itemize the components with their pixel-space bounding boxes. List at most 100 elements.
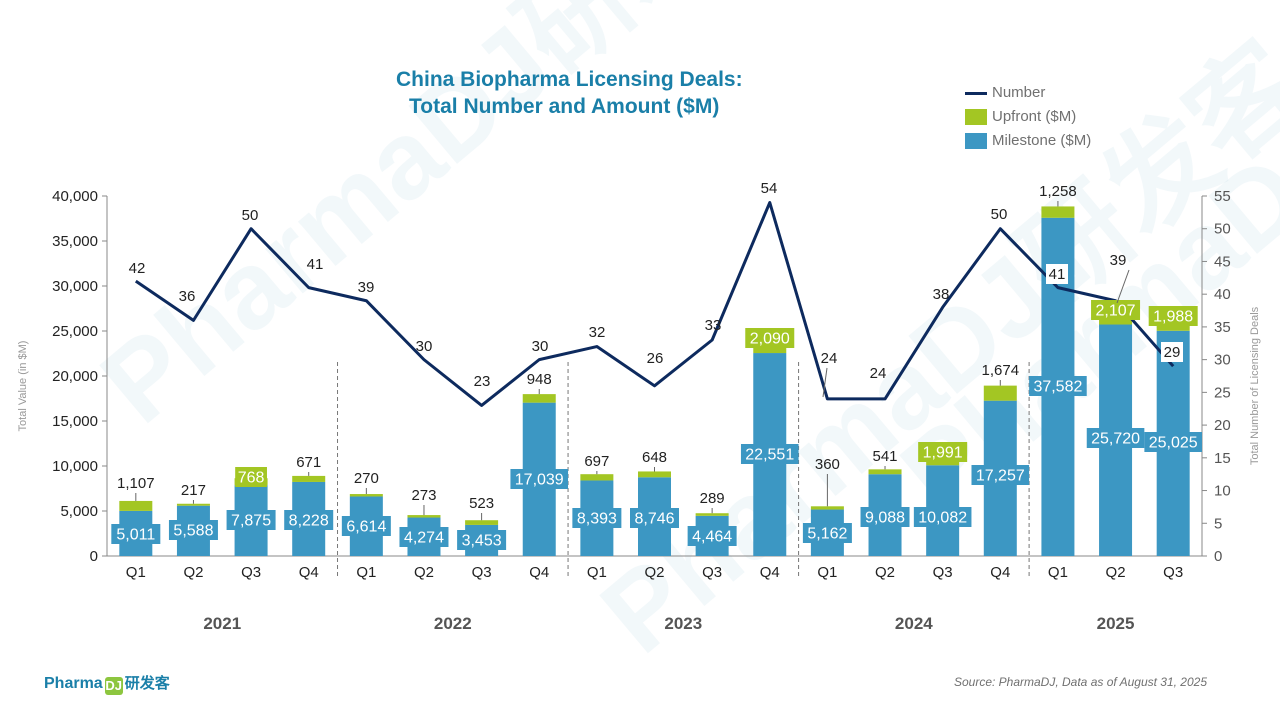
bar-upfront [349, 494, 383, 497]
data-label-upfront-box [235, 467, 267, 487]
data-label-number: 54 [761, 180, 778, 197]
data-label-number-box [1046, 264, 1068, 284]
data-label-milestone-box [971, 465, 1030, 485]
data-label-milestone: 4,464 [692, 529, 732, 546]
x-tick-label: Q4 [299, 564, 319, 581]
y-tick-label: 35,000 [52, 233, 98, 250]
data-label-milestone-box [913, 507, 972, 527]
data-label-upfront: 270 [354, 470, 379, 487]
data-label-milestone-box [457, 530, 507, 550]
data-label-number: 24 [870, 365, 887, 382]
bar-upfront [292, 475, 326, 482]
y2-tick-label: 30 [1214, 352, 1231, 369]
data-label-number: 50 [242, 207, 259, 224]
brand-name-cn: 研发客 [124, 675, 170, 692]
bar-upfront [868, 469, 902, 475]
bar-upfront [695, 513, 729, 516]
data-label-milestone-box [1029, 376, 1087, 396]
data-label-milestone-box [284, 510, 334, 530]
x-tick-label: Q4 [529, 564, 549, 581]
data-label-number: 39 [358, 279, 375, 296]
data-label-number: 38 [933, 286, 950, 303]
data-label-milestone-box [1086, 428, 1145, 448]
data-label-number: 23 [474, 373, 491, 390]
y2-tick-label: 15 [1214, 450, 1231, 467]
data-label-upfront: 1,988 [1153, 309, 1193, 326]
y-tick-label: 0 [90, 548, 98, 565]
group-label: 2022 [434, 614, 472, 633]
x-tick-label: Q2 [183, 564, 203, 581]
legend-item-upfront: Upfront ($M) [965, 106, 1091, 130]
data-label-milestone-box [802, 523, 852, 543]
data-label-upfront: 671 [296, 454, 321, 471]
data-label-milestone: 9,088 [865, 510, 905, 527]
data-label-milestone: 5,162 [807, 526, 847, 543]
data-label-number: 26 [647, 350, 664, 367]
data-label-number: 42 [129, 260, 146, 277]
data-label-milestone-box [687, 526, 737, 546]
x-tick-label: Q3 [933, 564, 953, 581]
brand-logo: Pharma DJ 研发客 [44, 672, 170, 695]
x-tick-label: Q3 [1163, 564, 1183, 581]
x-tick-label: Q2 [875, 564, 895, 581]
data-label-number: 32 [589, 324, 606, 341]
chart-legend: Number Upfront ($M) Milestone ($M) [965, 82, 1091, 154]
data-label-milestone-box [399, 527, 449, 547]
x-tick-label: Q3 [702, 564, 722, 581]
data-label-upfront-box [918, 442, 968, 462]
x-tick-label: Q3 [472, 564, 492, 581]
data-label-milestone: 8,228 [289, 513, 329, 530]
legend-label: Milestone ($M) [992, 132, 1092, 149]
data-label-upfront: 697 [584, 453, 609, 470]
data-label-milestone: 7,875 [231, 513, 271, 530]
bar-upfront [1041, 206, 1075, 218]
data-label-number: 29 [1164, 344, 1181, 361]
x-tick-label: Q2 [414, 564, 434, 581]
y2-tick-label: 20 [1214, 417, 1231, 434]
data-label-upfront: 648 [642, 449, 667, 466]
y-axis-title: Total Value (in $M) [17, 341, 29, 432]
y-tick-label: 15,000 [52, 413, 98, 430]
data-label-milestone: 17,039 [515, 472, 564, 489]
x-tick-label: Q1 [587, 564, 607, 581]
data-label-upfront: 1,258 [1039, 183, 1077, 200]
bar-upfront [465, 520, 499, 525]
y2-tick-label: 55 [1214, 188, 1231, 205]
data-label-milestone: 5,011 [116, 527, 155, 544]
y2-tick-label: 50 [1214, 221, 1231, 238]
y2-tick-label: 40 [1214, 286, 1231, 303]
data-label-milestone-box [111, 524, 161, 544]
y-tick-label: 30,000 [52, 278, 98, 295]
leader-line [822, 367, 828, 398]
data-label-milestone-box [341, 516, 391, 536]
y2-tick-label: 5 [1214, 515, 1222, 532]
y2-tick-label: 0 [1214, 548, 1222, 565]
data-label-milestone-box [572, 508, 622, 528]
x-tick-label: Q4 [990, 564, 1010, 581]
bar-upfront [810, 506, 844, 510]
chart-title-line2: Total Number and Amount ($M) [409, 95, 720, 118]
data-label-upfront: 948 [527, 371, 552, 388]
group-label: 2023 [664, 614, 702, 633]
data-label-upfront-box [1148, 306, 1198, 326]
source-note: Source: PharmaDJ, Data as of August 31, … [953, 675, 1207, 689]
group-label: 2024 [895, 614, 933, 633]
bar-upfront [119, 500, 153, 511]
data-label-milestone-box [168, 520, 218, 540]
legend-item-milestone: Milestone ($M) [965, 130, 1091, 154]
y-tick-label: 20,000 [52, 368, 98, 385]
data-label-upfront: 1,674 [982, 362, 1020, 379]
bar-upfront [638, 471, 671, 478]
data-label-number: 30 [532, 338, 549, 355]
data-label-upfront: 1,107 [117, 475, 155, 492]
bar-upfront [983, 385, 1017, 401]
y-tick-label: 10,000 [52, 458, 98, 475]
y2-tick-label: 25 [1214, 384, 1231, 401]
x-tick-label: Q1 [817, 564, 837, 581]
legend-label: Number [992, 84, 1046, 101]
data-label-upfront: 2,107 [1096, 303, 1136, 320]
data-label-milestone-box [740, 444, 799, 464]
legend-box-swatch [965, 109, 987, 125]
legend-item-number: Number [965, 82, 1091, 106]
